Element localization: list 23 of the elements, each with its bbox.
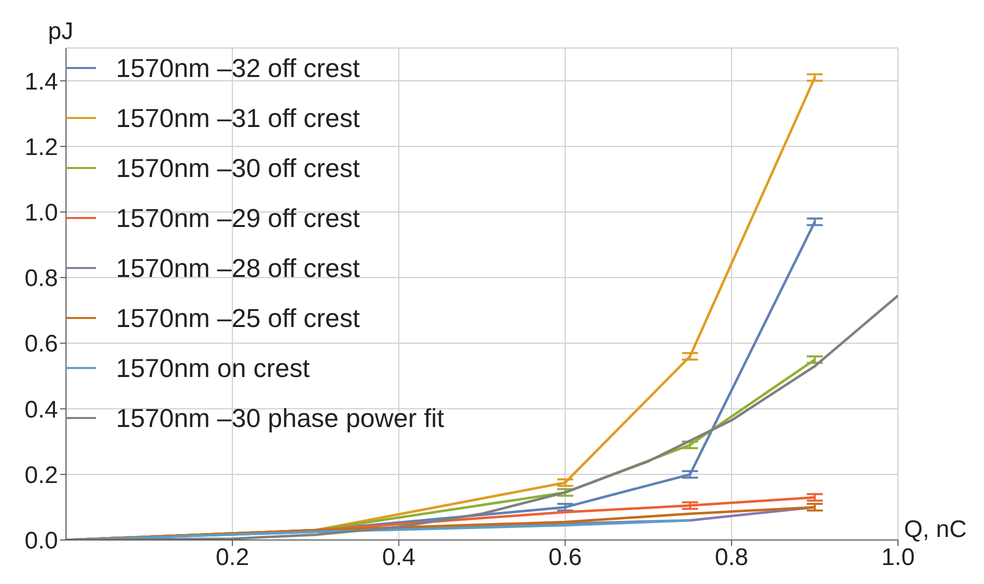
y-tick-label: 0.6 <box>24 330 58 358</box>
x-axis-title: Q, nC <box>904 516 967 544</box>
x-tick-label: 0.6 <box>548 544 582 572</box>
legend-label: 1570nm –25 off crest <box>116 302 360 334</box>
y-tick-label: 0.2 <box>24 462 58 489</box>
x-tick-label: 1.0 <box>881 544 915 572</box>
y-axis-title: pJ <box>48 18 74 46</box>
y-tick-label: 0.0 <box>24 528 58 555</box>
y-tick-label: 0.8 <box>24 265 58 292</box>
legend-label: 1570nm –32 off crest <box>116 52 360 84</box>
legend-label: 1570nm –28 off crest <box>116 252 360 284</box>
legend-label: 1570nm –30 off crest <box>116 152 360 184</box>
x-tick-label: 0.4 <box>382 544 416 572</box>
y-tick-label: 1.4 <box>24 68 58 96</box>
legend-label: 1570nm on crest <box>116 352 310 384</box>
x-tick-label: 0.8 <box>714 544 748 572</box>
legend-label: 1570nm –29 off crest <box>116 202 360 234</box>
x-tick-label: 0.2 <box>216 544 250 572</box>
y-tick-label: 1.2 <box>24 134 58 161</box>
y-tick-label: 1.0 <box>24 200 58 227</box>
y-tick-label: 0.4 <box>24 396 58 424</box>
legend-label: 1570nm –30 phase power fit <box>116 402 444 434</box>
legend-label: 1570nm –31 off crest <box>116 102 360 134</box>
